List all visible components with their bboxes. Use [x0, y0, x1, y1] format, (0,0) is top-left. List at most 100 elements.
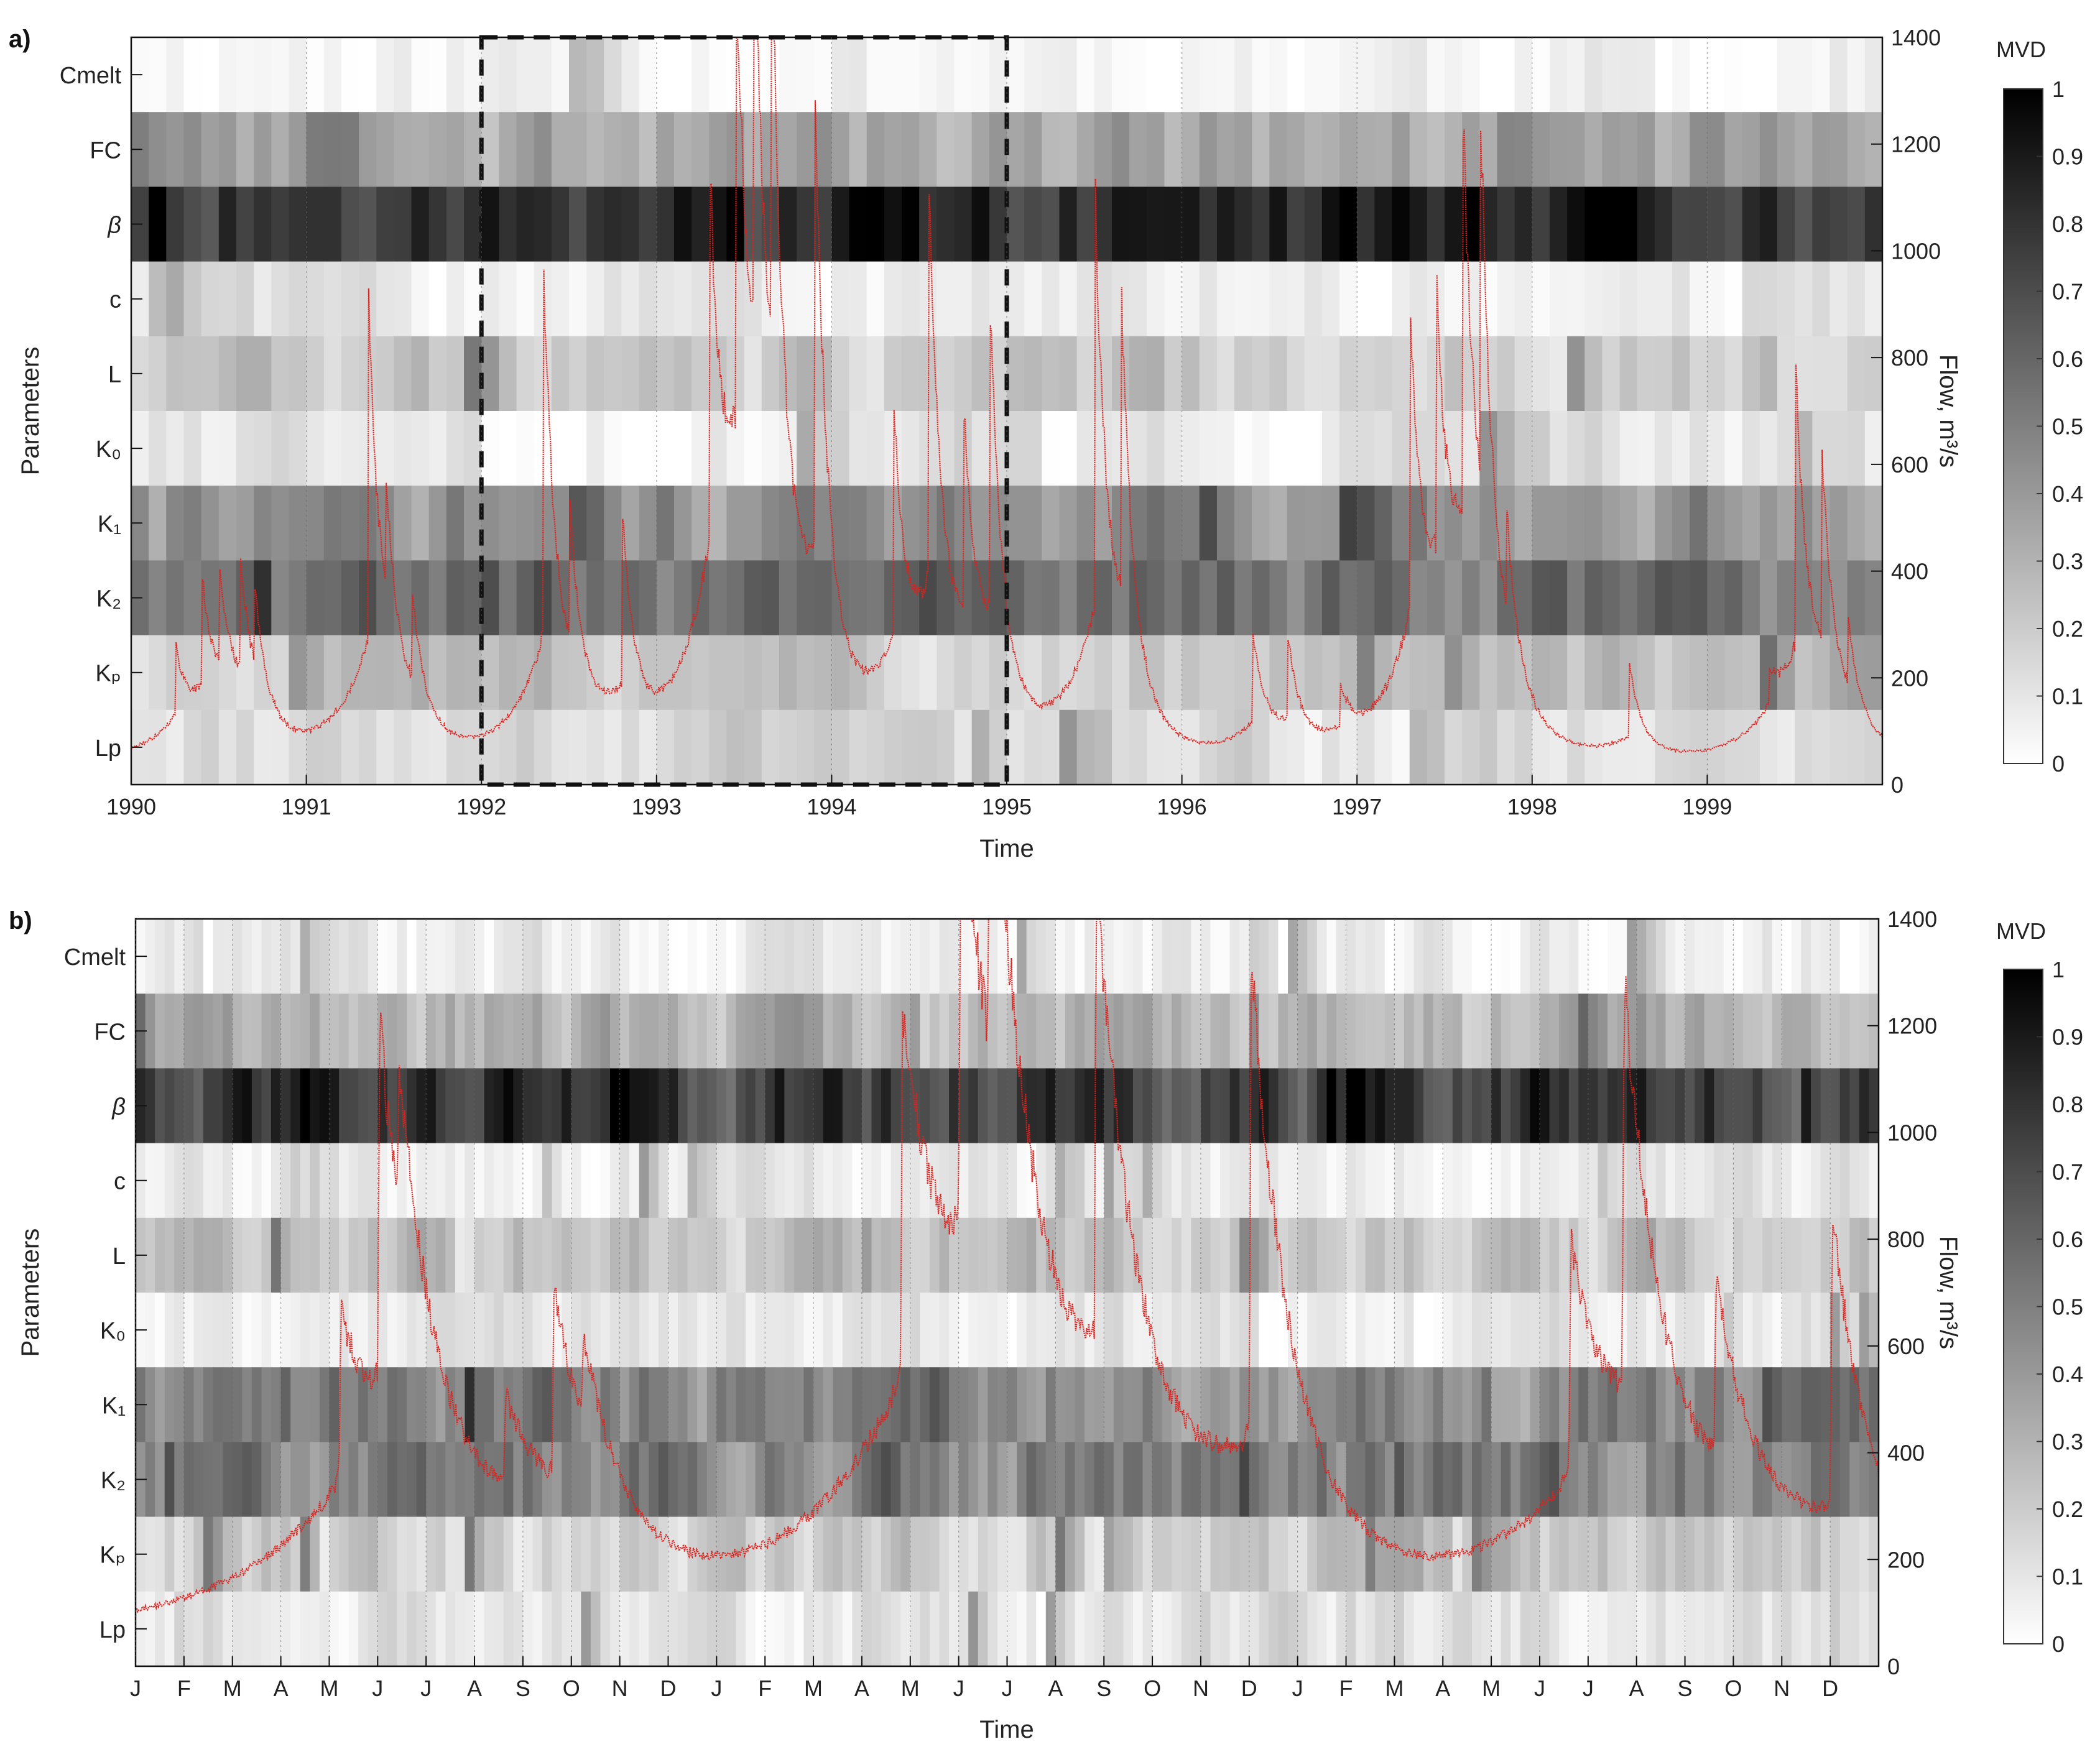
heatmap-cell	[341, 709, 359, 785]
heatmap-cell	[407, 1591, 417, 1667]
heatmap-cell	[551, 187, 570, 262]
heatmap-cell	[174, 1367, 185, 1442]
heatmap-cell	[726, 486, 745, 561]
heatmap-cell	[814, 261, 833, 337]
heatmap-cell	[1759, 336, 1778, 412]
heatmap-cell	[1530, 1143, 1540, 1219]
heatmap-cell	[910, 1442, 921, 1518]
heatmap-cell	[954, 411, 973, 486]
heatmap-cell	[849, 411, 867, 486]
heatmap-cell	[542, 1143, 553, 1219]
heatmap-cell	[416, 1442, 427, 1518]
heatmap-cell	[1307, 1591, 1318, 1667]
heatmap-cell	[1147, 187, 1165, 262]
heatmap-cell	[997, 1591, 1008, 1667]
heatmap-cell	[1829, 112, 1848, 187]
heatmap-cell	[1356, 1217, 1366, 1293]
heatmap-cell	[1514, 261, 1533, 337]
heatmap-cell	[1269, 187, 1288, 262]
heatmap-cell	[571, 919, 582, 994]
heatmap-cell	[1288, 1068, 1298, 1144]
heatmap-cell	[736, 919, 746, 994]
heatmap-cell	[1864, 411, 1883, 486]
heatmap-cell	[803, 1217, 814, 1293]
flow-tick-label: 1200	[1891, 132, 1941, 157]
heatmap-cell	[1759, 261, 1778, 337]
heatmap-cell	[236, 37, 254, 113]
heatmap-cell	[971, 709, 990, 785]
heatmap-cell	[1772, 1591, 1783, 1667]
heatmap-cell	[716, 1367, 727, 1442]
heatmap-cell	[503, 1068, 514, 1144]
heatmap-cell	[1655, 1442, 1667, 1518]
heatmap-cell	[149, 112, 167, 187]
heatmap-cell	[697, 1293, 708, 1368]
heatmap-cell	[1567, 560, 1586, 636]
parameter-label: K₂	[101, 1468, 126, 1494]
heatmap-cell	[1742, 1591, 1754, 1667]
heatmap-cell	[1216, 560, 1235, 636]
heatmap-cell	[534, 486, 552, 561]
heatmap-cell	[793, 1516, 805, 1592]
heatmap-cell	[1321, 261, 1340, 337]
x-tick-label: A	[274, 1676, 289, 1701]
heatmap-cell	[958, 1293, 969, 1368]
heatmap-cell	[900, 919, 911, 994]
heatmap-cell	[411, 709, 430, 785]
heatmap-cell	[1830, 1367, 1841, 1442]
heatmap-cell	[1042, 486, 1060, 561]
heatmap-cell	[1742, 1367, 1754, 1442]
heatmap-cell	[1549, 919, 1560, 994]
heatmap-cell	[736, 994, 746, 1069]
heatmap-cell	[890, 1143, 901, 1219]
heatmap-cell	[306, 411, 325, 486]
heatmap-cell	[1392, 411, 1410, 486]
heatmap-cell	[1326, 1516, 1337, 1592]
heatmap-cell	[1287, 37, 1305, 113]
heatmap-cell	[1859, 994, 1870, 1069]
heatmap-cell	[1598, 994, 1608, 1069]
heatmap-cell	[997, 919, 1008, 994]
heatmap-cell	[997, 994, 1008, 1069]
heatmap-cell	[813, 1367, 824, 1442]
heatmap-cell	[261, 919, 272, 994]
heatmap-cell	[1239, 994, 1250, 1069]
heatmap-cell	[516, 486, 535, 561]
heatmap-cell	[673, 635, 692, 711]
heatmap-cell	[166, 37, 185, 113]
y2-axis-title-a: Flow, m³/s	[1935, 354, 1962, 468]
heatmap-cell	[1782, 1442, 1792, 1518]
flow-tick-label: 200	[1891, 665, 1928, 691]
heatmap-cell	[1129, 709, 1148, 785]
heatmap-cell	[552, 1442, 562, 1518]
heatmap-cell	[1654, 336, 1673, 412]
heatmap-cell	[600, 1217, 611, 1293]
heatmap-cell	[218, 37, 237, 113]
heatmap-cell	[1423, 1293, 1434, 1368]
heatmap-cell	[1045, 1516, 1057, 1592]
heatmap-cell	[1142, 1068, 1153, 1144]
heatmap-cell	[1707, 560, 1726, 636]
heatmap-cell	[803, 1293, 814, 1368]
heatmap-cell	[1568, 1217, 1580, 1293]
heatmap-cell	[251, 1367, 262, 1442]
heatmap-cell	[1820, 994, 1831, 1069]
heatmap-cell	[1287, 411, 1305, 486]
heatmap-cell	[1045, 1293, 1057, 1368]
heatmap-cell	[590, 1068, 601, 1144]
heatmap-cell	[280, 919, 291, 994]
heatmap-cell	[310, 1068, 320, 1144]
heatmap-cell	[1675, 1143, 1686, 1219]
heatmap-cell	[697, 1143, 708, 1219]
heatmap-cell	[339, 1068, 349, 1144]
heatmap-cell	[1304, 709, 1323, 785]
heatmap-cell	[842, 1293, 853, 1368]
heatmap-cell	[1200, 1217, 1211, 1293]
heatmap-cell	[465, 1293, 475, 1368]
heatmap-cell	[1384, 994, 1395, 1069]
heatmap-cell	[610, 1367, 621, 1442]
heatmap-cell	[1394, 1068, 1405, 1144]
x-tick-label: J	[711, 1676, 722, 1701]
heatmap-cell	[1849, 994, 1860, 1069]
heatmap-cell	[687, 919, 698, 994]
